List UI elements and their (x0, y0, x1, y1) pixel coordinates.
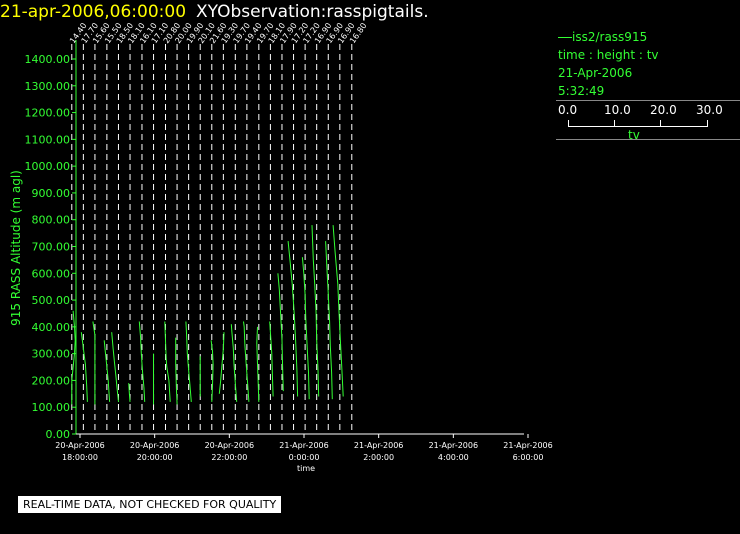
legend-divider-top (556, 100, 740, 101)
profile-trace (71, 310, 76, 405)
tv-scale-minor-tick (660, 120, 661, 126)
y-tick-label: 800.00 (32, 214, 71, 227)
tv-scale-tick: 10.0 (604, 103, 631, 117)
y-tick-label: 1200.00 (25, 107, 71, 120)
title-observation: XYObservation:rasspigtails. (196, 2, 429, 22)
axes-layer: 0.00 100.00 200.00 300.00 400.00 500.00 600.00… (25, 40, 553, 462)
profile-trace (256, 326, 260, 402)
profile-trace (185, 321, 192, 402)
x-tick-date: 21-Apr-2006 (429, 441, 478, 450)
chart-title: 21-apr-2006,06:00:00 XYObservation:rasspi… (0, 0, 429, 24)
x-tick-date: 20-Apr-2006 (55, 441, 104, 450)
x-tick-time: 4:00:00 (438, 453, 469, 462)
tv-scale-ticks: 0.0 10.0 20.0 30.0 (558, 103, 723, 117)
legend-series-name: iss2/rass915 (572, 30, 648, 44)
profile-trace (111, 332, 119, 402)
traces-layer (71, 225, 344, 405)
tv-scale-tick: 20.0 (650, 103, 677, 117)
profile-trace (92, 321, 96, 405)
profile-trace (164, 321, 171, 402)
tv-scale-tick: 30.0 (696, 103, 723, 117)
y-tick-label: 600.00 (32, 267, 71, 280)
x-tick-date: 21-Apr-2006 (503, 441, 552, 450)
profile-trace (80, 332, 88, 402)
x-tick-time: 2:00:00 (363, 453, 394, 462)
y-tick-label: 400.00 (32, 321, 71, 334)
profile-trace (128, 383, 131, 402)
x-tick-time: 0:00:00 (289, 453, 320, 462)
y-tick-label: 1100.00 (25, 133, 71, 146)
profile-trace (103, 340, 111, 402)
y-tick-label: 1300.00 (25, 80, 71, 93)
tv-scale-tick: 0.0 (558, 103, 578, 117)
quality-notice: REAL-TIME DATA, NOT CHECKED FOR QUALITY (18, 496, 282, 513)
profile-trace (301, 257, 310, 400)
legend-time: 5:32:49 (558, 84, 605, 98)
tv-scale: 0.0 10.0 20.0 30.0 tv (556, 103, 740, 142)
y-tick-label: 0.00 (46, 428, 71, 441)
x-tick-date: 21-Apr-2006 (354, 441, 403, 450)
y-tick-label: 700.00 (32, 241, 71, 254)
profile-trace (311, 225, 320, 397)
legend-series: iss2/rass915 (556, 28, 740, 46)
x-tick-time: 6:00:00 (513, 453, 544, 462)
profile-trace (287, 241, 299, 397)
profile-trace (218, 332, 225, 394)
legend-divider-bottom (556, 139, 740, 140)
y-tick-label: 200.00 (32, 374, 71, 387)
profile-trace (277, 273, 284, 392)
y-tick-label: 300.00 (32, 348, 71, 361)
grid-layer: 14.4017.7015.6015.5018.5018.1016.1017.10… (68, 21, 369, 434)
legend-date: 21-Apr-2006 (558, 66, 633, 80)
y-tick-label: 500.00 (32, 294, 71, 307)
x-tick-date: 20-Apr-2006 (130, 441, 179, 450)
x-tick-time: 20:00:00 (137, 453, 173, 462)
title-datetime: 21-apr-2006,06:00:00 (0, 2, 187, 22)
profile-trace (325, 241, 333, 400)
profile-trace (269, 321, 274, 397)
x-tick-date: 21-Apr-2006 (279, 441, 328, 450)
profile-trace (175, 337, 178, 405)
profile-trace (230, 324, 238, 402)
tv-scale-axis (568, 120, 708, 127)
x-axis-label: time (297, 464, 315, 473)
y-axis-label: 915 RASS Altitude (m agl) (9, 170, 23, 326)
y-tick-label: 900.00 (32, 187, 71, 200)
y-tick-label: 1400.00 (25, 53, 71, 66)
tv-scale-label: tv (628, 128, 640, 142)
x-tick-time: 22:00:00 (211, 453, 247, 462)
profile-trace (138, 321, 146, 402)
legend-line-swatch (558, 37, 572, 38)
profile-trace (210, 340, 214, 402)
y-tick-label: 100.00 (32, 401, 71, 414)
legend-axes: time : height : tv (558, 48, 659, 62)
tv-scale-minor-tick (614, 120, 615, 126)
legend-panel: iss2/rass915 time : height : tv 21-Apr-2… (556, 28, 740, 142)
x-tick-time: 18:00:00 (62, 453, 98, 462)
y-tick-label: 1000.00 (25, 160, 71, 173)
profile-trace (243, 321, 250, 402)
profile-trace (332, 225, 344, 397)
x-tick-date: 20-Apr-2006 (205, 441, 254, 450)
